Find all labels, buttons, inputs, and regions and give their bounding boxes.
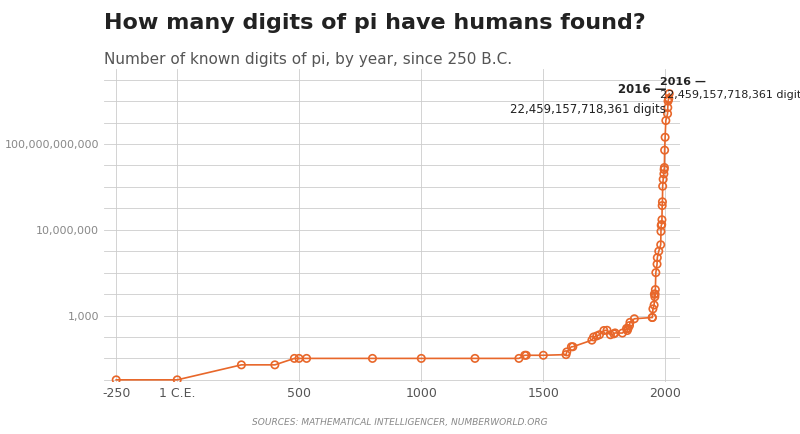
Point [537, 352, 550, 359]
Point [655, 222, 668, 229]
Point [662, 104, 674, 111]
Point [646, 306, 659, 312]
Point [657, 176, 670, 183]
Point [604, 331, 617, 338]
Point [656, 198, 669, 205]
Point [656, 202, 669, 209]
Point [560, 349, 573, 355]
Point [623, 322, 636, 329]
Text: How many digits of pi have humans found?: How many digits of pi have humans found? [104, 13, 646, 33]
Point [656, 183, 669, 190]
Point [566, 343, 579, 350]
Point [620, 325, 633, 332]
Point [663, 90, 676, 97]
Point [662, 98, 674, 105]
Point [658, 171, 670, 178]
Point [649, 293, 662, 300]
Point [658, 134, 671, 141]
Point [622, 325, 634, 332]
Point [601, 327, 614, 334]
Point [616, 329, 629, 336]
Point [288, 355, 301, 362]
Point [646, 314, 659, 321]
Point [650, 261, 663, 268]
Point [649, 291, 662, 298]
Point [609, 329, 622, 336]
Point [649, 286, 662, 293]
Point [300, 355, 313, 362]
Point [269, 362, 282, 368]
Point [469, 355, 482, 362]
Point [520, 352, 533, 359]
Point [415, 355, 428, 362]
Point [655, 216, 668, 223]
Point [650, 269, 662, 276]
Point [590, 332, 603, 339]
Point [593, 331, 606, 338]
Point [623, 319, 636, 326]
Point [586, 337, 598, 344]
Point [658, 164, 670, 171]
Point [648, 291, 661, 298]
Text: SOURCES: MATHEMATICAL INTELLIGENCER, NUMBERWORLD.ORG: SOURCES: MATHEMATICAL INTELLIGENCER, NUM… [252, 418, 548, 427]
Text: 2016 —: 2016 — [618, 83, 666, 96]
Text: Number of known digits of pi, by year, since 250 B.C.: Number of known digits of pi, by year, s… [104, 52, 512, 67]
Point [366, 355, 379, 362]
Point [235, 362, 248, 368]
Point [646, 314, 658, 321]
Point [607, 330, 620, 337]
Point [110, 376, 122, 383]
Point [654, 228, 667, 235]
Text: 22,459,157,718,361 digits: 22,459,157,718,361 digits [510, 103, 666, 116]
Point [659, 117, 672, 124]
Point [628, 315, 641, 322]
Point [598, 327, 610, 334]
Point [171, 376, 184, 383]
Point [560, 351, 573, 358]
Text: 22,459,157,718,361 digits: 22,459,157,718,361 digits [661, 90, 800, 100]
Point [293, 355, 306, 362]
Point [518, 352, 531, 359]
Text: 2016 —: 2016 — [661, 77, 706, 87]
Point [658, 166, 670, 173]
Point [648, 302, 661, 309]
Point [662, 95, 675, 102]
Point [661, 110, 674, 117]
Point [621, 327, 634, 334]
Point [587, 333, 600, 340]
Point [655, 221, 668, 228]
Point [662, 96, 675, 103]
Point [651, 254, 664, 261]
Point [565, 343, 578, 350]
Point [658, 147, 671, 154]
Point [654, 241, 667, 248]
Point [652, 248, 665, 255]
Point [513, 355, 526, 362]
